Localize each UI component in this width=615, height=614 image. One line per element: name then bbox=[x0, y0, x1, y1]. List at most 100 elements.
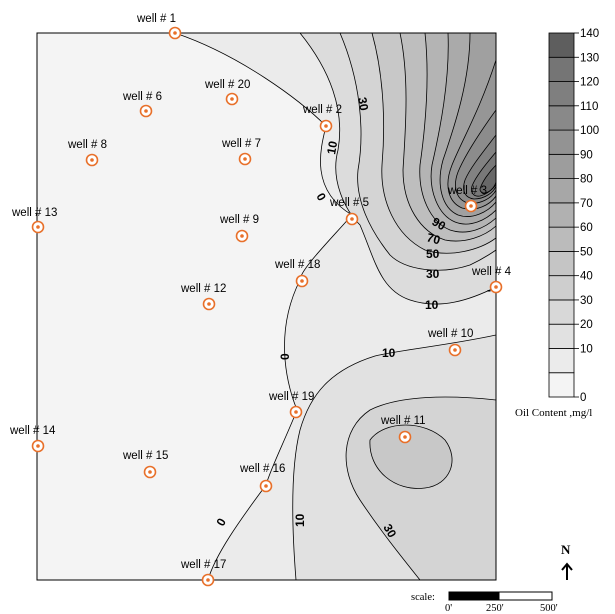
well-label: well # 10 bbox=[427, 328, 473, 340]
well-label: well # 7 bbox=[221, 138, 261, 150]
contour-label: 10 bbox=[425, 298, 439, 312]
well-dot-icon bbox=[350, 217, 354, 221]
legend-title: Oil Content ,mg/l bbox=[515, 407, 592, 419]
well-dot-icon bbox=[469, 204, 473, 208]
contour-label: 70 bbox=[425, 230, 442, 247]
well-label: well # 8 bbox=[67, 139, 107, 151]
well-marker: well # 8 bbox=[67, 139, 107, 167]
scale-segment-black bbox=[448, 591, 500, 601]
legend-swatch bbox=[548, 348, 575, 374]
legend-tick-label: 90 bbox=[580, 149, 593, 161]
legend-tick-label: 100 bbox=[580, 125, 599, 137]
well-marker: well # 18 bbox=[274, 259, 320, 288]
legend-swatch bbox=[548, 250, 575, 277]
well-marker: well # 7 bbox=[221, 138, 261, 166]
legend-tick-label: 30 bbox=[580, 295, 593, 307]
scale-prefix: scale: bbox=[411, 592, 435, 603]
legend-swatch bbox=[548, 226, 575, 252]
well-marker: well # 4 bbox=[471, 266, 512, 294]
legend-tick-label: 110 bbox=[580, 101, 598, 113]
legend-tick-label: 40 bbox=[580, 271, 593, 283]
contour-label: 30 bbox=[355, 96, 371, 112]
legend-swatch bbox=[548, 178, 575, 204]
well-label: well # 3 bbox=[447, 185, 487, 197]
well-marker: well # 12 bbox=[180, 283, 226, 311]
band-120-plus bbox=[479, 164, 496, 194]
contour-label: - bbox=[487, 283, 491, 297]
well-label: well # 1 bbox=[136, 13, 176, 25]
wells: well # 1 well # 20 well # 6 well # 2 well # … bbox=[9, 13, 512, 587]
legend-swatch bbox=[548, 299, 575, 325]
well-label: well # 11 bbox=[380, 415, 426, 427]
legend-swatch bbox=[548, 105, 575, 131]
well-dot-icon bbox=[243, 157, 247, 161]
legend-tick-label: 70 bbox=[580, 198, 593, 210]
well-dot-icon bbox=[240, 234, 244, 238]
legend-tick-label: 20 bbox=[580, 319, 593, 331]
well-marker: well # 15 bbox=[122, 450, 168, 479]
well-dot-icon bbox=[207, 302, 211, 306]
legend-tick-label: 0 bbox=[580, 392, 586, 404]
legend-swatch bbox=[548, 129, 575, 155]
well-marker: well # 17 bbox=[180, 559, 226, 587]
well-label: well # 17 bbox=[180, 559, 226, 571]
well-marker: well # 19 bbox=[268, 391, 314, 419]
legend-swatch bbox=[548, 372, 575, 398]
well-dot-icon bbox=[264, 484, 268, 488]
well-dot-icon bbox=[294, 410, 298, 414]
legend-swatch bbox=[548, 275, 575, 301]
contour-labels: 30 10 0 90 70 50 30 10 - 0 10 10 30 0 10 bbox=[213, 96, 491, 540]
well-dot-icon bbox=[148, 470, 152, 474]
well-marker: well # 10 bbox=[427, 328, 473, 357]
scale-tick-500: 500' bbox=[540, 603, 558, 614]
legend-tick-label: 140 bbox=[580, 28, 599, 40]
well-label: well # 12 bbox=[180, 283, 226, 295]
legend-tick-label: 50 bbox=[580, 246, 593, 258]
legend-swatch bbox=[548, 153, 575, 179]
legend-tick-label: 120 bbox=[580, 77, 599, 89]
band-30-se bbox=[369, 424, 453, 489]
north-arrow-icon bbox=[561, 562, 573, 580]
well-dot-icon bbox=[403, 435, 407, 439]
well-marker: well # 14 bbox=[9, 425, 56, 453]
well-dot-icon bbox=[494, 285, 498, 289]
well-label: well # 14 bbox=[9, 425, 56, 437]
well-marker: well # 11 bbox=[380, 415, 426, 444]
contour-label: 10 bbox=[382, 346, 396, 360]
well-marker: well # 13 bbox=[11, 207, 57, 234]
legend-tick-label: 60 bbox=[580, 222, 593, 234]
scale-bar: scale: 0' 250' 500' bbox=[411, 591, 558, 614]
well-dot-icon bbox=[144, 109, 148, 113]
legend-swatch bbox=[548, 323, 575, 349]
well-marker: well # 1 bbox=[136, 13, 182, 40]
well-label: well # 6 bbox=[122, 91, 162, 103]
scale-tick-0: 0' bbox=[445, 603, 452, 614]
contour-label: 30 bbox=[426, 267, 440, 281]
contour-label: 10 bbox=[324, 140, 340, 156]
well-marker: well # 2 bbox=[302, 104, 342, 133]
contour-label: 50 bbox=[426, 247, 440, 261]
well-label: well # 16 bbox=[239, 463, 285, 475]
legend-swatch bbox=[548, 32, 575, 58]
well-dot-icon bbox=[36, 444, 40, 448]
well-dot-icon bbox=[230, 97, 234, 101]
contour-label: 30 bbox=[380, 522, 399, 541]
well-marker: well # 3 bbox=[447, 185, 487, 213]
contour-label: 90 bbox=[430, 214, 449, 233]
well-dot-icon bbox=[324, 124, 328, 128]
well-label: well # 18 bbox=[274, 259, 320, 271]
well-dot-icon bbox=[173, 31, 177, 35]
contour-label: 0 bbox=[278, 353, 292, 360]
well-label: well # 19 bbox=[268, 391, 314, 403]
legend-swatch bbox=[548, 56, 575, 82]
well-label: well # 2 bbox=[302, 104, 342, 116]
well-marker: well # 6 bbox=[122, 91, 162, 118]
legend-tick-label: 130 bbox=[580, 52, 599, 64]
contour-bands bbox=[37, 33, 496, 580]
well-dot-icon bbox=[300, 279, 304, 283]
well-marker: well # 9 bbox=[219, 214, 259, 243]
contour-label: 10 bbox=[293, 513, 307, 527]
well-dot-icon bbox=[453, 348, 457, 352]
legend-tick-label: 10 bbox=[580, 343, 593, 355]
